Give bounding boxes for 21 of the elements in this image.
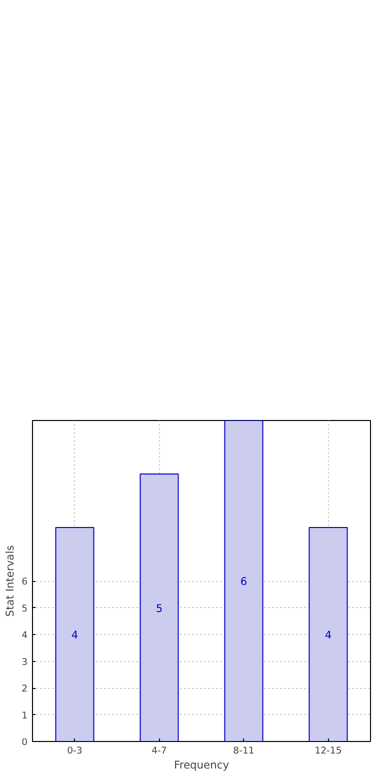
y-axis-title: Stat Intervals	[4, 544, 17, 617]
x-tick-label: 8-11	[233, 746, 254, 756]
annotation: 4	[71, 628, 78, 642]
bar	[55, 527, 94, 742]
x-axis-title: Frequency	[174, 758, 230, 772]
x-tick-label: 4-7	[152, 746, 167, 756]
y-tick-label: 5	[22, 603, 28, 614]
bar	[308, 527, 348, 742]
y-tick-label: 6	[22, 576, 28, 588]
x-tick-label: 0-3	[67, 746, 82, 756]
bar	[140, 474, 179, 742]
y-tick-label: 2	[22, 684, 28, 694]
annotation: 4	[324, 628, 332, 642]
annotation: 6	[240, 575, 248, 588]
y-tick-label: 0	[22, 737, 28, 748]
y-tick-label: 3	[22, 656, 28, 668]
y-tick-label: 4	[22, 630, 28, 641]
y-tick-label: 1	[22, 710, 28, 722]
x-tick-label: 12-15	[314, 746, 342, 756]
bar	[224, 420, 264, 742]
annotation: 5	[156, 602, 163, 615]
